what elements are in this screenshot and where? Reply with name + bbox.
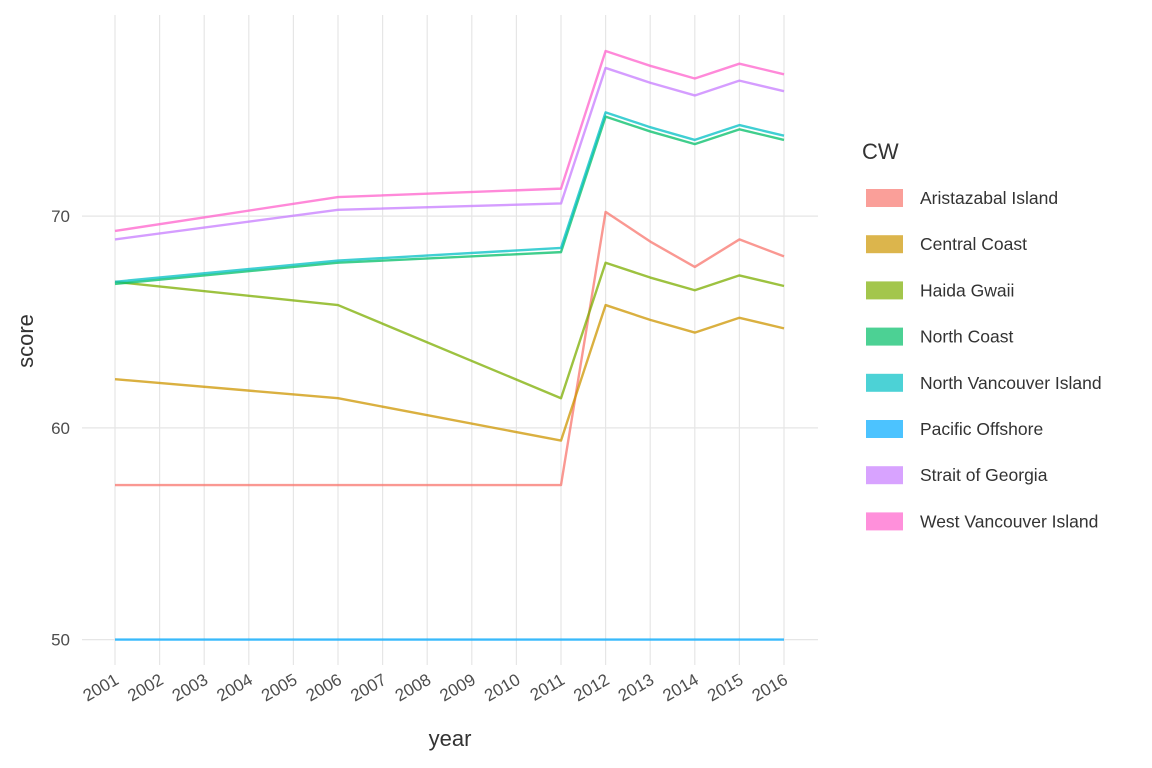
- legend-key: [866, 327, 903, 346]
- x-tick-label: 2006: [303, 670, 345, 705]
- series-line-north-coast: [114, 115, 785, 286]
- legend-label: Haida Gwaii: [920, 280, 1014, 300]
- grid-layer: [82, 15, 818, 665]
- series-line-central-coast: [114, 303, 785, 442]
- legend-key: [866, 466, 903, 485]
- y-tick-label: 60: [51, 419, 70, 438]
- y-axis-title: score: [13, 314, 38, 368]
- legend-label: Aristazabal Island: [920, 188, 1058, 208]
- legend-label: Strait of Georgia: [920, 465, 1048, 485]
- x-tick-label: 2004: [214, 670, 256, 705]
- x-tick-label: 2013: [615, 670, 657, 705]
- x-tick-label: 2005: [258, 670, 300, 705]
- legend-label: North Vancouver Island: [920, 373, 1102, 393]
- legend-label: West Vancouver Island: [920, 511, 1098, 531]
- x-tick-label: 2015: [704, 670, 746, 705]
- x-tick-label: 2002: [124, 670, 166, 705]
- x-tick-label: 2009: [437, 670, 479, 705]
- y-tick-label: 70: [51, 207, 70, 226]
- x-tick-label: 2007: [347, 670, 389, 705]
- series-line-north-vancouver-island: [114, 111, 785, 283]
- x-tick-label: 2011: [527, 670, 568, 705]
- x-tick-label: 2012: [570, 670, 612, 705]
- legend-key: [866, 235, 903, 254]
- legend-label: North Coast: [920, 327, 1014, 347]
- axis-layer: year score 2001 2002 2003 2004 2005 2006 2007 2…: [13, 207, 791, 751]
- x-tick-label: 2008: [392, 670, 434, 705]
- legend-key: [866, 512, 903, 531]
- legend-key: [866, 373, 903, 392]
- legend-key: [866, 420, 903, 438]
- legend-key: [866, 281, 903, 300]
- x-tick-label: 2016: [749, 670, 791, 705]
- legend-label: Pacific Offshore: [920, 419, 1043, 439]
- x-tick-label: 2003: [169, 670, 211, 705]
- x-tick-label: 2010: [481, 670, 523, 705]
- series-line-haida-gwaii: [114, 261, 785, 400]
- x-axis-title: year: [429, 726, 472, 751]
- x-tick-label: 2001: [80, 670, 122, 705]
- series-line-west-vancouver-island: [114, 49, 785, 233]
- legend: CW Aristazabal Island Central Coast Haida …: [862, 139, 1102, 531]
- series-line-aristazabal-island: [115, 210, 785, 487]
- series-layer: [114, 49, 785, 641]
- x-tick-label: 2014: [660, 670, 702, 705]
- y-tick-label: 50: [51, 631, 70, 650]
- legend-key: [866, 189, 903, 207]
- series-line-strait-of-georgia: [114, 66, 785, 241]
- legend-label: Central Coast: [920, 234, 1027, 254]
- legend-title: CW: [862, 139, 899, 164]
